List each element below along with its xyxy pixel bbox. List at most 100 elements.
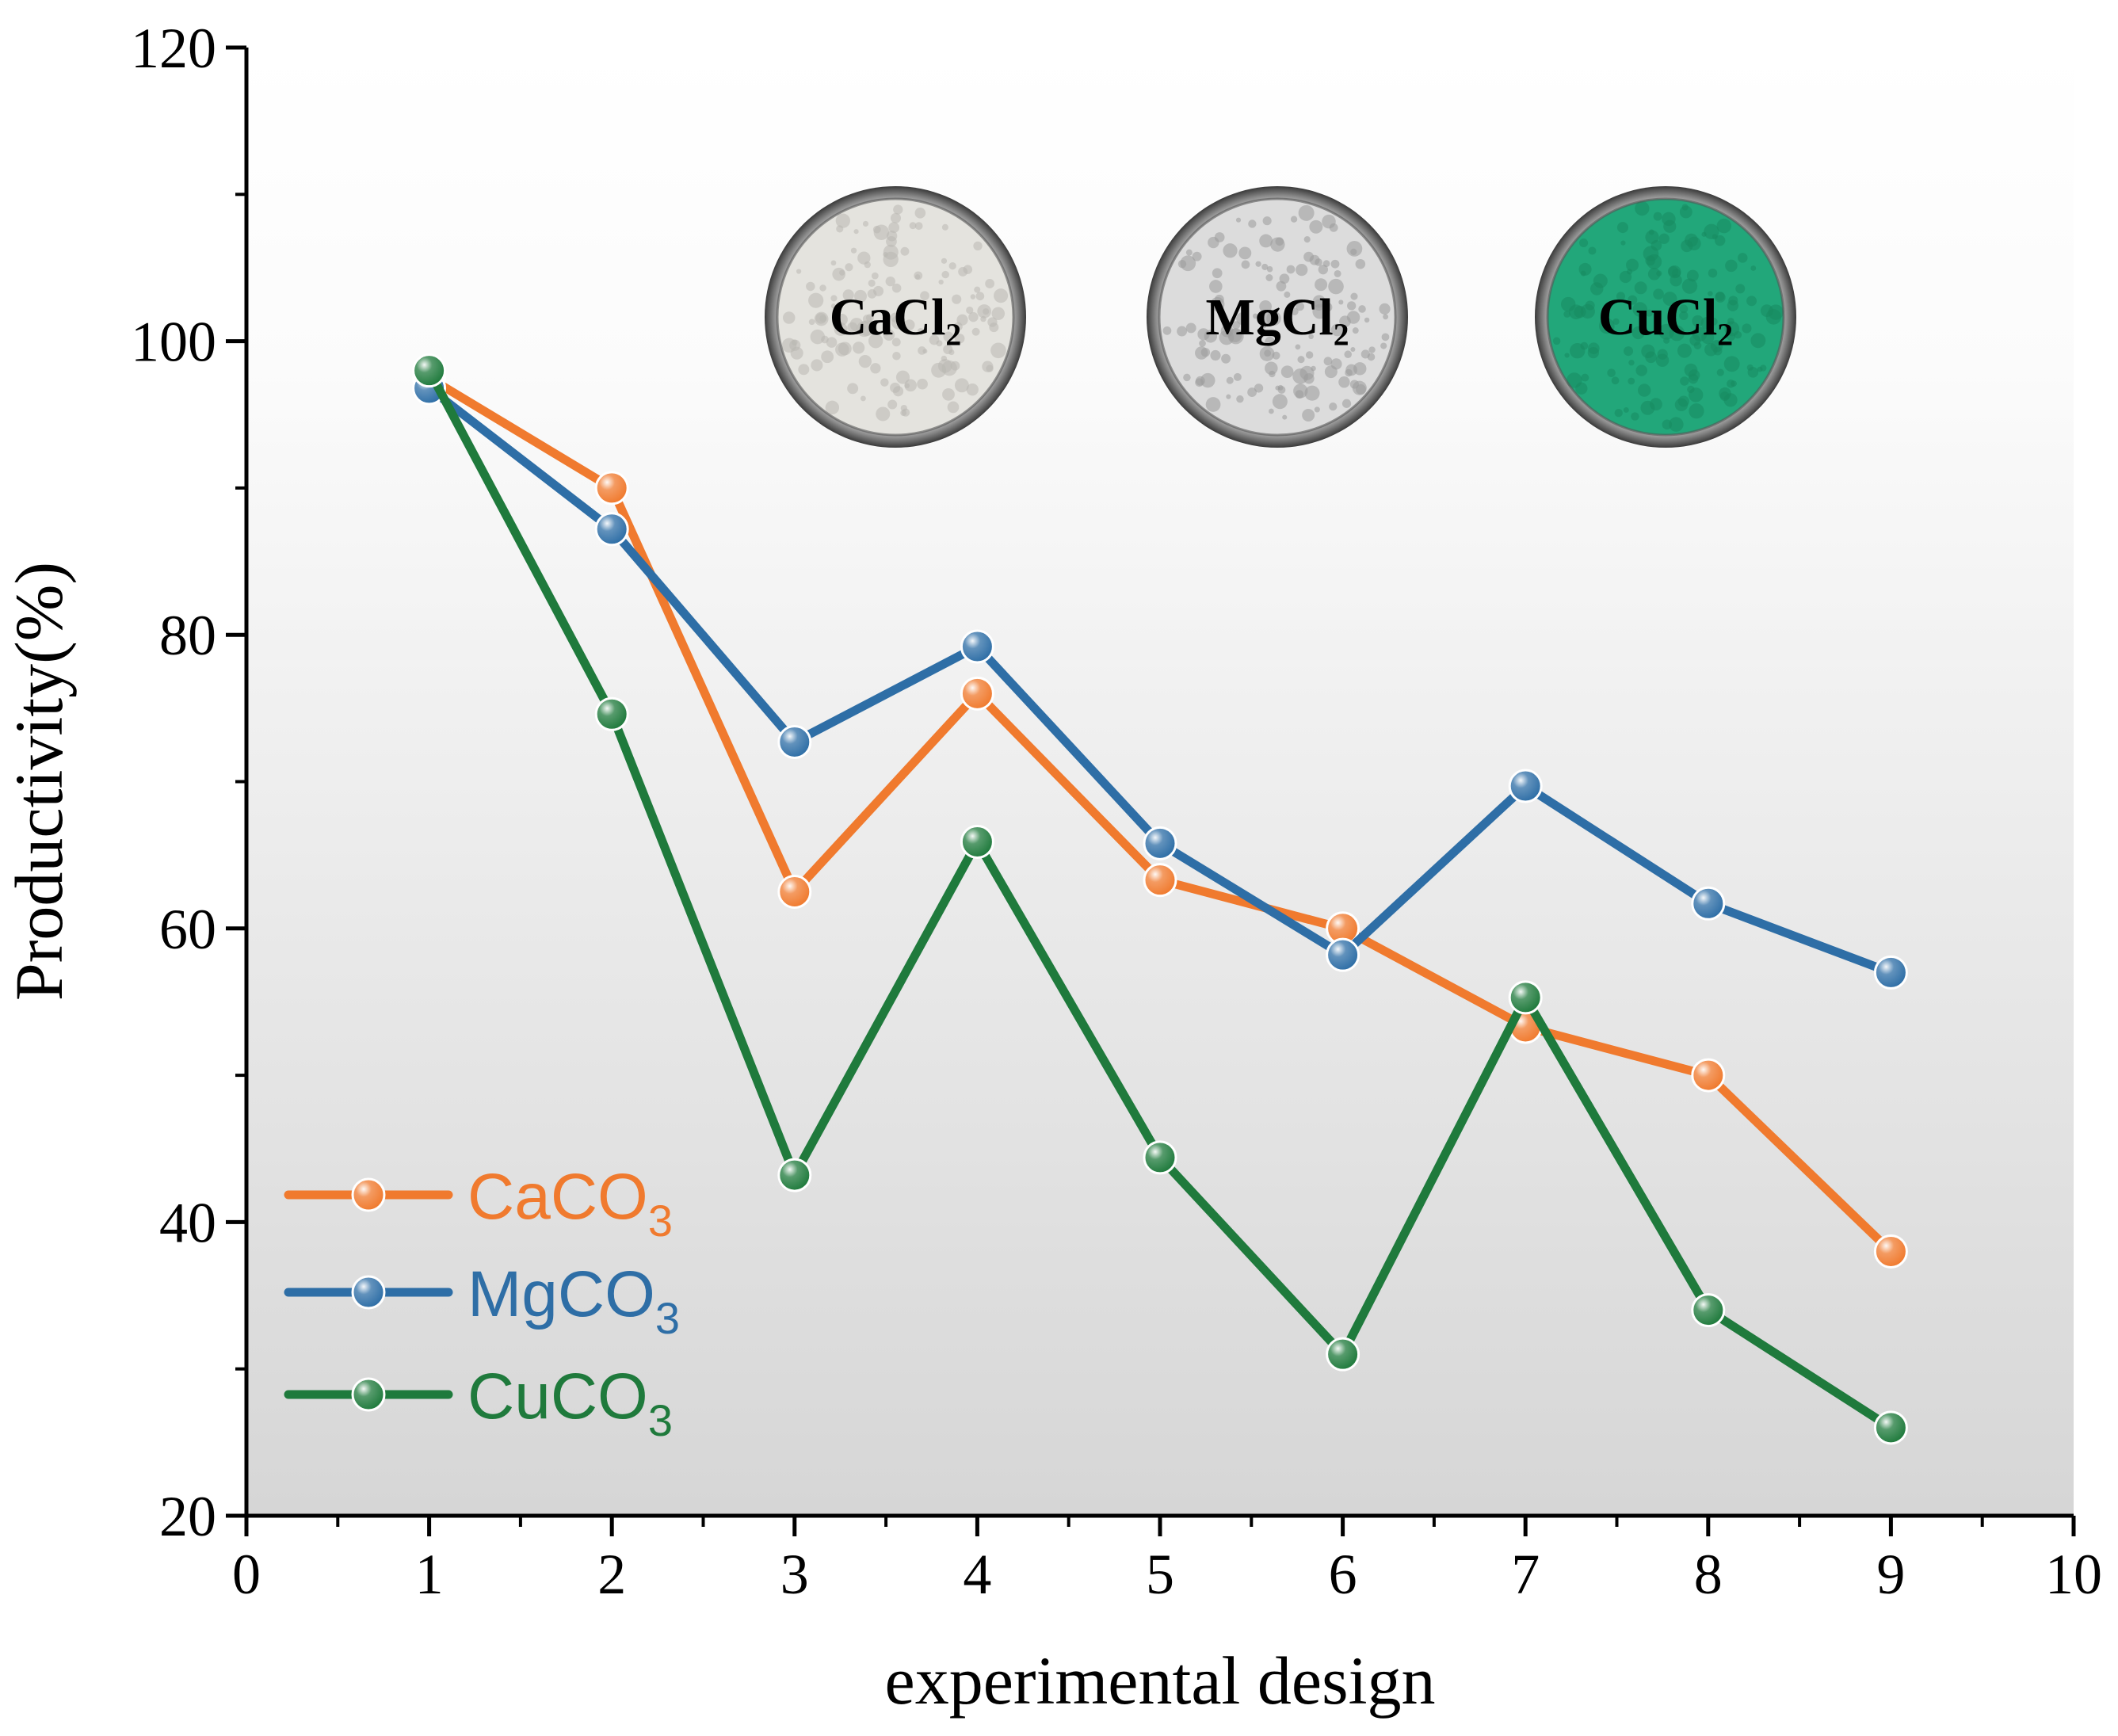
dish-speckle — [1612, 376, 1620, 384]
dish-speckle — [1382, 333, 1390, 341]
data-point-mgco3 — [1509, 770, 1541, 802]
dish-speckle — [1296, 264, 1307, 276]
dish-speckle — [1280, 273, 1290, 284]
dish-speckle — [1221, 354, 1231, 364]
dish-speckle — [791, 347, 803, 360]
dish-speckle — [1344, 350, 1352, 358]
point-shine — [1692, 887, 1724, 919]
dish-speckle — [1210, 350, 1220, 361]
point-shine — [1327, 1338, 1359, 1370]
dish-speckle — [1627, 269, 1632, 274]
point-shine — [1144, 827, 1176, 859]
data-point-mgco3 — [1144, 827, 1176, 859]
point-shine — [779, 876, 811, 907]
y-axis-label: Productivity(%) — [1, 562, 77, 1001]
dish-speckle — [1717, 219, 1731, 233]
dish-speckle — [1654, 212, 1662, 221]
inset-label-cacl2: CaCl₂ — [830, 288, 961, 346]
dish-speckle — [918, 346, 926, 355]
dish-speckle — [1358, 305, 1366, 313]
dish-speckle — [1338, 376, 1349, 387]
dish-speckle — [1227, 377, 1234, 384]
dish-speckle — [847, 383, 858, 394]
dish-speckle — [1628, 378, 1635, 385]
point-shine — [1875, 956, 1906, 988]
point-shine — [961, 677, 993, 709]
dish-speckle — [942, 224, 948, 231]
dish-speckle — [1656, 354, 1670, 368]
dish-speckle — [1701, 232, 1706, 237]
dish-speckle — [910, 222, 917, 229]
legend-label-caco3: CaCO3 — [467, 1161, 673, 1246]
dish-speckle — [1628, 360, 1634, 365]
dish-speckle — [1564, 353, 1569, 357]
point-shine — [414, 355, 445, 387]
inset-label-mgcl2: MgCl₂ — [1205, 288, 1349, 346]
dish-speckle — [1263, 216, 1272, 225]
dish-speckle — [1672, 269, 1681, 277]
dish-speckle — [1645, 351, 1657, 363]
data-point-cuco3 — [1509, 982, 1541, 1013]
data-point-mgco3 — [961, 631, 993, 662]
dish-speckle — [1236, 395, 1243, 403]
x-tick-label: 6 — [1329, 1543, 1357, 1606]
dish-speckle — [1315, 406, 1320, 412]
data-point-cuco3 — [961, 826, 993, 857]
inset-dish-cacl2: CaCl₂ — [765, 186, 1026, 448]
dish-speckle — [815, 313, 826, 324]
dish-speckle — [1588, 246, 1596, 254]
x-tick-label: 8 — [1694, 1543, 1723, 1606]
data-point-caco3 — [1144, 864, 1176, 896]
dish-speckle — [1620, 241, 1625, 246]
inset-label-cucl2: CuCl₂ — [1598, 288, 1733, 346]
dish-speckle — [1226, 395, 1231, 399]
dish-speckle — [1303, 252, 1314, 262]
dish-speckle — [1662, 420, 1673, 430]
dish-speckle — [1563, 311, 1570, 318]
data-point-cuco3 — [1327, 1338, 1359, 1370]
dish-speckle — [896, 371, 910, 384]
x-tick-label: 9 — [1876, 1543, 1905, 1606]
data-point-mgco3 — [1875, 956, 1906, 988]
data-point-caco3 — [596, 472, 628, 504]
dish-speckle — [1238, 246, 1251, 259]
dish-speckle — [1163, 326, 1172, 335]
dish-speckle — [1735, 284, 1745, 293]
dish-speckle — [1282, 415, 1287, 420]
dish-speckle — [792, 340, 797, 345]
point-shine — [1692, 1059, 1724, 1091]
dish-speckle — [905, 383, 910, 388]
dish-speckle — [1649, 230, 1654, 235]
x-tick-label: 5 — [1146, 1543, 1174, 1606]
dish-speckle — [1742, 323, 1751, 333]
dish-speckle — [811, 330, 825, 344]
dish-speckle — [1201, 348, 1210, 357]
dish-speckle — [1270, 237, 1284, 251]
dish-speckle — [1631, 412, 1639, 420]
dish-speckle — [983, 308, 989, 315]
dish-speckle — [1680, 376, 1689, 385]
dish-speckle — [1281, 365, 1294, 378]
dish-speckle — [887, 400, 897, 410]
point-shine — [596, 513, 628, 545]
dish-speckle — [870, 363, 880, 373]
dish-speckle — [1342, 399, 1351, 408]
dish-speckle — [974, 287, 980, 293]
dish-speckle — [1334, 270, 1341, 277]
dish-speckle — [863, 221, 868, 227]
dish-speckle — [1581, 374, 1589, 382]
dish-speckle — [1353, 327, 1359, 334]
y-tick-label: 20 — [159, 1485, 216, 1548]
dish-speckle — [972, 328, 980, 336]
dish-speckle — [1570, 343, 1585, 358]
dish-speckle — [1607, 368, 1616, 377]
dish-speckle — [1731, 380, 1737, 387]
dish-speckle — [891, 213, 901, 223]
dish-speckle — [1748, 367, 1759, 378]
dish-speckle — [796, 269, 801, 273]
dish-speckle — [948, 349, 954, 355]
dish-speckle — [985, 279, 994, 288]
legend-marker-shine — [353, 1179, 384, 1211]
dish-speckle — [1717, 368, 1724, 376]
point-shine — [1327, 939, 1359, 971]
